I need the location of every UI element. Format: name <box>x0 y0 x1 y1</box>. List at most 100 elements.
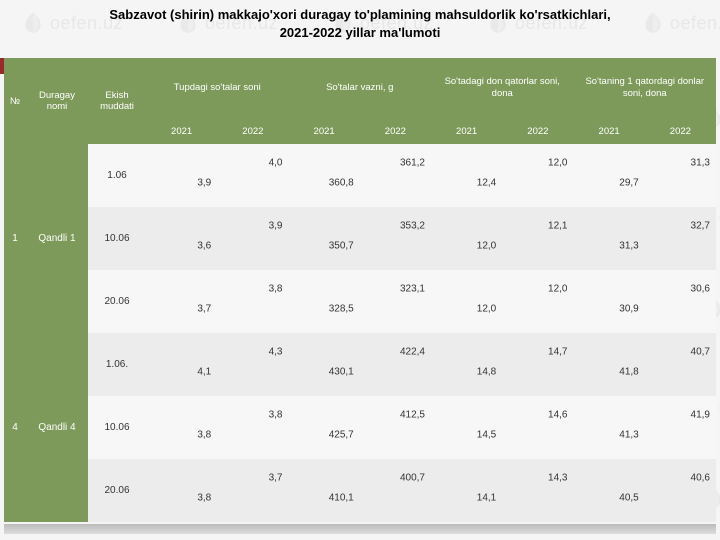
value-2021: 31,3 <box>619 241 638 252</box>
value-2022: 12,0 <box>548 283 567 294</box>
value-2021: 360,8 <box>329 178 354 189</box>
value-2022: 14,3 <box>548 472 567 483</box>
cell-value: 12,1 <box>502 207 573 270</box>
table-row: 10.063,63,9350,7353,212,012,131,332,7 <box>88 207 716 270</box>
cell-pair: 3,94,0 <box>146 144 289 207</box>
col-group-1-title: So'talar vazni, g <box>289 58 432 118</box>
block-no: 4 <box>4 333 26 522</box>
cell-value: 412,5 <box>360 396 431 459</box>
cell-value: 14,5 <box>431 396 502 459</box>
cell-value: 40,5 <box>574 459 645 522</box>
cell-value: 29,7 <box>574 144 645 207</box>
cell-value: 323,1 <box>360 270 431 333</box>
cell-pair: 425,7 412,5 <box>289 396 432 459</box>
value-2021: 3,8 <box>197 493 211 504</box>
value-2021: 425,7 <box>329 430 354 441</box>
cell-date: 10.06 <box>88 396 146 459</box>
value-2021: 3,8 <box>197 430 211 441</box>
cell-value: 14,8 <box>431 333 502 396</box>
value-2021: 40,5 <box>619 493 638 504</box>
col-group-0-y2: 2022 <box>217 118 288 144</box>
title-line-1: Sabzavot (shirin) makkajo'xori duragay t… <box>40 6 680 24</box>
value-2022: 12,0 <box>548 157 567 168</box>
table-row: 1.06.4,14,3430,1422,414,814,741,840,7 <box>88 333 716 396</box>
value-2021: 41,8 <box>619 367 638 378</box>
value-2021: 14,1 <box>477 493 496 504</box>
cell-value: 30,6 <box>645 270 716 333</box>
cell-pair: 30,9 30,6 <box>574 270 717 333</box>
value-2022: 3,7 <box>269 472 283 483</box>
block-rows: 1.06.4,14,3430,1422,414,814,741,840,710.… <box>88 333 716 522</box>
col-group-1: So'talar vazni, g 2021 2022 <box>289 58 432 144</box>
cell-value: 32,7 <box>645 207 716 270</box>
block-name: Qandli 4 <box>26 333 88 522</box>
cell-value: 4,0 <box>217 144 288 207</box>
cell-value: 31,3 <box>574 207 645 270</box>
cell-pair: 41,8 40,7 <box>574 333 717 396</box>
value-2021: 14,5 <box>477 430 496 441</box>
col-group-3: So'taning 1 qatordagi donlar soni, dona … <box>574 58 717 144</box>
col-date: Ekish muddati <box>88 58 146 144</box>
data-table: № Duragay nomi Ekish muddati Tupdagi so'… <box>4 58 716 522</box>
cell-value: 12,0 <box>502 270 573 333</box>
value-2022: 40,7 <box>691 346 710 357</box>
col-group-0-title: Tupdagi so'talar soni <box>146 58 289 118</box>
cell-value: 3,8 <box>146 459 217 522</box>
cell-date: 20.06 <box>88 270 146 333</box>
value-2022: 3,9 <box>269 220 283 231</box>
value-2022: 32,7 <box>691 220 710 231</box>
value-2021: 12,0 <box>477 241 496 252</box>
cell-date: 10.06 <box>88 207 146 270</box>
value-2021: 30,9 <box>619 304 638 315</box>
block-no: 1 <box>4 144 26 333</box>
cell-value: 4,3 <box>217 333 288 396</box>
col-group-1-y1: 2021 <box>289 118 360 144</box>
cell-pair: 29,731,3 <box>574 144 717 207</box>
value-2021: 3,7 <box>197 304 211 315</box>
value-2022: 41,9 <box>691 409 710 420</box>
table-header: № Duragay nomi Ekish muddati Tupdagi so'… <box>4 58 716 144</box>
cell-value: 40,7 <box>645 333 716 396</box>
value-2022: 12,1 <box>548 220 567 231</box>
cell-value: 12,0 <box>502 144 573 207</box>
cell-value: 361,2 <box>360 144 431 207</box>
cell-value: 3,8 <box>217 270 288 333</box>
block-rows: 1.063,94,0360,8361,212,412,029,731,310.0… <box>88 144 716 333</box>
cell-value: 12,4 <box>431 144 502 207</box>
value-2021: 12,4 <box>477 178 496 189</box>
cell-value: 41,8 <box>574 333 645 396</box>
value-2021: 12,0 <box>477 304 496 315</box>
cell-value: 353,2 <box>360 207 431 270</box>
col-name: Duragay nomi <box>26 58 88 144</box>
cell-value: 14,1 <box>431 459 502 522</box>
table-body: 1Qandli 11.063,94,0360,8361,212,412,029,… <box>4 144 716 522</box>
value-2022: 361,2 <box>400 157 425 168</box>
cell-value: 430,1 <box>289 333 360 396</box>
cell-pair: 12,0 12,0 <box>431 270 574 333</box>
table-block: 1Qandli 11.063,94,0360,8361,212,412,029,… <box>4 144 716 333</box>
table-row: 20.063,83,7410,1400,714,114,340,540,6 <box>88 459 716 522</box>
cell-date: 20.06 <box>88 459 146 522</box>
cell-pair: 31,3 32,7 <box>574 207 717 270</box>
table-block: 4Qandli 41.06.4,14,3430,1422,414,814,741… <box>4 333 716 522</box>
col-no: № <box>4 58 26 144</box>
title-line-2: 2021-2022 yillar ma'lumoti <box>40 24 680 42</box>
value-2022: 323,1 <box>400 283 425 294</box>
cell-value: 3,7 <box>217 459 288 522</box>
col-group-0: Tupdagi so'talar soni 2021 2022 <box>146 58 289 144</box>
cell-value: 41,3 <box>574 396 645 459</box>
cell-value: 3,9 <box>217 207 288 270</box>
cell-pair: 328,5 323,1 <box>289 270 432 333</box>
cell-value: 30,9 <box>574 270 645 333</box>
col-group-2: So'tadagi don qatorlar soni, dona 2021 2… <box>431 58 574 144</box>
cell-value: 14,3 <box>502 459 573 522</box>
value-2022: 30,6 <box>691 283 710 294</box>
cell-value: 4,1 <box>146 333 217 396</box>
value-2021: 430,1 <box>329 367 354 378</box>
col-group-3-y2: 2022 <box>645 118 716 144</box>
value-2022: 3,8 <box>269 409 283 420</box>
value-2021: 350,7 <box>329 241 354 252</box>
cell-value: 328,5 <box>289 270 360 333</box>
cell-value: 3,8 <box>217 396 288 459</box>
block-name: Qandli 1 <box>26 144 88 333</box>
